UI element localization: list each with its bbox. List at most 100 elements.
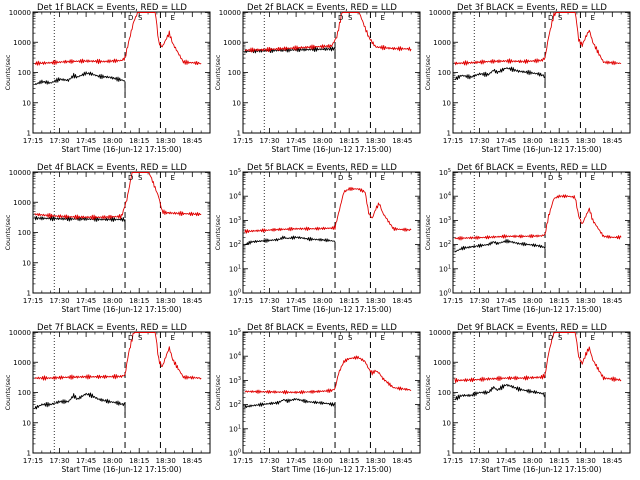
x-tick-label: 17:15 <box>23 137 43 145</box>
y-axis-label: Counts/sec <box>4 214 12 250</box>
panel-title: Det 7f BLACK = Events, RED = LLD <box>37 323 187 333</box>
x-tick-label: 17:15 <box>443 457 463 465</box>
plot-frame <box>242 331 421 454</box>
event-marker-label: E <box>170 174 174 182</box>
y-tick-label: 100 <box>439 289 451 298</box>
y-tick-label: 10000 <box>219 9 241 17</box>
x-tick-label: 18:15 <box>339 297 359 305</box>
event-marker-label: S <box>558 334 563 342</box>
x-axis-label: Start Time (16-Jun-12 17:15:00) <box>482 305 602 314</box>
y-tick-label: 10 <box>22 419 31 427</box>
event-marker-label: D <box>128 334 133 342</box>
panel-title: Det 8f BLACK = Events, RED = LLD <box>247 323 397 333</box>
event-marker-label: E <box>170 14 174 22</box>
y-tick-label: 104 <box>229 192 241 201</box>
x-tick-label: 18:15 <box>129 457 149 465</box>
x-tick-label: 18:30 <box>156 457 176 465</box>
x-tick-label: 18:15 <box>129 137 149 145</box>
y-tick-label: 1 <box>27 450 31 458</box>
y-axis-label: Counts/sec <box>4 54 12 90</box>
x-tick-label: 18:00 <box>103 137 123 145</box>
panel-det-8f: Det 8f BLACK = Events, RED = LLD 100 101 10… <box>214 323 421 474</box>
panel-det-6f: Det 6f BLACK = Events, RED = LLD 100 101 10… <box>424 163 631 314</box>
y-tick-label: 10000 <box>429 329 451 337</box>
x-tick-label: 18:00 <box>103 457 123 465</box>
y-tick-label: 105 <box>229 328 241 337</box>
y-tick-label: 105 <box>229 168 241 177</box>
series-lld-line <box>34 12 202 66</box>
series-lld-line <box>454 194 622 241</box>
y-tick-label: 10 <box>232 99 241 107</box>
y-tick-label: 1000 <box>223 39 241 47</box>
panel-det-4f: Det 4f BLACK = Events, RED = LLD 1 10 100 10… <box>4 163 211 314</box>
y-tick-label: 103 <box>229 216 241 225</box>
y-tick-label: 100 <box>438 389 451 397</box>
panel-det-5f: Det 5f BLACK = Events, RED = LLD 100 101 10… <box>214 163 421 314</box>
event-marker-label: E <box>590 334 594 342</box>
y-tick-label: 100 <box>18 389 31 397</box>
y-tick-label: 100 <box>18 229 31 237</box>
y-tick-label: 1000 <box>13 199 31 207</box>
x-axis-label: Start Time (16-Jun-12 17:15:00) <box>62 145 182 154</box>
y-tick-label: 100 <box>18 69 31 77</box>
x-tick-label: 17:30 <box>469 297 489 305</box>
series-events-line <box>454 239 546 253</box>
x-tick-label: 18:15 <box>549 137 569 145</box>
y-axis-label: Counts/sec <box>4 374 12 410</box>
x-tick-label: 18:15 <box>549 457 569 465</box>
y-tick-label: 103 <box>229 376 241 385</box>
plot-frame <box>452 171 631 294</box>
plot-frame <box>32 331 211 454</box>
y-axis-label: Counts/sec <box>214 374 222 410</box>
x-tick-label: 18:45 <box>182 457 202 465</box>
x-tick-label: 17:15 <box>233 137 253 145</box>
event-marker-label: S <box>558 14 563 22</box>
x-tick-label: 18:45 <box>602 457 622 465</box>
series-events-line <box>34 71 126 86</box>
x-tick-label: 18:45 <box>602 137 622 145</box>
x-tick-label: 18:00 <box>103 297 123 305</box>
y-axis-label: Counts/sec <box>424 214 432 250</box>
series-events-line <box>454 66 546 81</box>
y-axis-label: Counts/sec <box>424 374 432 410</box>
y-tick-label: 1 <box>447 450 451 458</box>
series-lld-line <box>34 172 202 220</box>
x-tick-label: 17:15 <box>443 137 463 145</box>
y-tick-label: 10 <box>442 99 451 107</box>
plot-frame <box>452 11 631 134</box>
x-tick-label: 17:30 <box>259 137 279 145</box>
series-events-line <box>244 398 336 409</box>
x-axis-label: Start Time (16-Jun-12 17:15:00) <box>272 465 392 474</box>
y-tick-label: 101 <box>229 264 241 273</box>
x-tick-label: 17:30 <box>49 137 69 145</box>
panel-title: Det 6f BLACK = Events, RED = LLD <box>457 163 607 173</box>
x-tick-label: 17:30 <box>49 457 69 465</box>
y-axis-label: Counts/sec <box>214 214 222 250</box>
event-marker-label: S <box>138 334 143 342</box>
y-tick-label: 10000 <box>9 169 31 177</box>
x-tick-label: 17:15 <box>443 297 463 305</box>
series-events-line <box>244 235 336 246</box>
x-tick-label: 17:45 <box>286 297 306 305</box>
series-lld-line <box>244 186 412 234</box>
panel-title: Det 9f BLACK = Events, RED = LLD <box>457 323 607 333</box>
event-marker-label: E <box>590 14 594 22</box>
x-axis-label: Start Time (16-Jun-12 17:15:00) <box>482 145 602 154</box>
x-tick-label: 18:15 <box>339 457 359 465</box>
x-axis-label: Start Time (16-Jun-12 17:15:00) <box>62 305 182 314</box>
x-tick-label: 17:30 <box>259 457 279 465</box>
y-tick-label: 1000 <box>13 39 31 47</box>
event-marker-label: S <box>348 334 353 342</box>
x-tick-label: 18:30 <box>366 457 386 465</box>
x-tick-label: 17:30 <box>469 137 489 145</box>
x-tick-label: 18:15 <box>339 137 359 145</box>
event-marker-label: D <box>548 14 553 22</box>
x-axis-label: Start Time (16-Jun-12 17:15:00) <box>272 145 392 154</box>
series-lld-line <box>454 12 622 66</box>
event-marker-label: S <box>348 14 353 22</box>
event-marker-label: D <box>338 334 343 342</box>
x-axis-label: Start Time (16-Jun-12 17:15:00) <box>272 305 392 314</box>
y-tick-label: 1 <box>237 130 241 138</box>
y-tick-label: 105 <box>439 168 451 177</box>
